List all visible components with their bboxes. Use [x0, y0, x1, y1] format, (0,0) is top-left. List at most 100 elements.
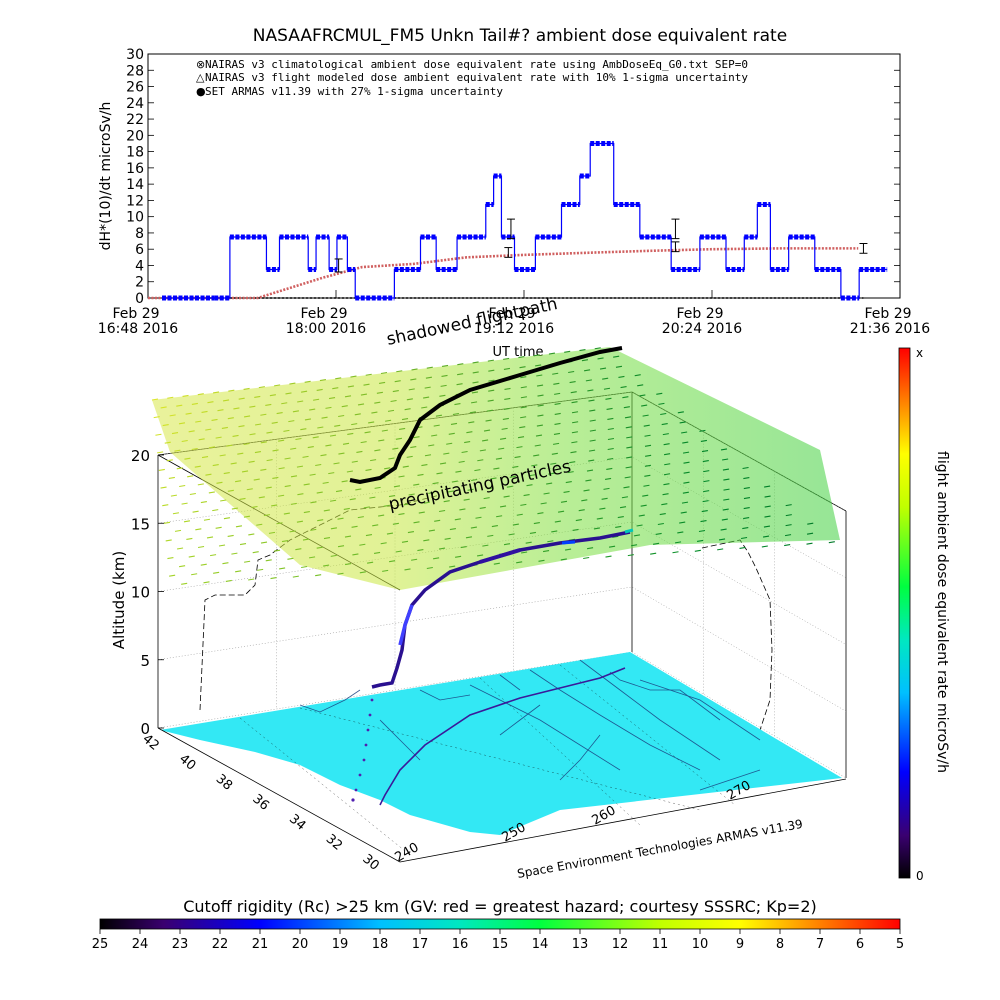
particle-dash [233, 407, 240, 410]
particle-dash [517, 436, 525, 439]
particle-dash [428, 444, 435, 447]
particle-dash [295, 437, 302, 441]
particle-dash [660, 412, 667, 416]
particle-dash [589, 429, 596, 432]
particle-dash [663, 453, 671, 456]
particle-dash [633, 534, 641, 537]
particle-dash [700, 439, 707, 443]
particle-dash [642, 414, 649, 417]
particle-dash [207, 401, 214, 404]
particle-dash [271, 421, 278, 424]
particle-dash [436, 472, 443, 475]
particle-dash [607, 437, 615, 441]
particle-dash [389, 560, 396, 563]
legend-label-modeled: NAIRAS v3 flight modeled dose ambient eq… [205, 71, 748, 84]
particle-dash [516, 561, 523, 564]
particle-dash [569, 381, 576, 384]
particle-dash [249, 433, 256, 436]
cb-tick-label: 23 [172, 937, 189, 952]
particle-dash [683, 471, 690, 474]
particle-dash [493, 467, 500, 470]
particle-dash [256, 523, 263, 526]
particle-dash [482, 544, 489, 547]
particle-dash [520, 406, 527, 409]
particle-dash [290, 475, 298, 478]
top-chart: NASAAFRCMUL_FM5 Unkn Tail#? ambient dose… [98, 26, 931, 360]
particle-dash [662, 433, 669, 436]
particle-dash [396, 370, 403, 373]
particle-dash [380, 542, 387, 545]
particle-dash [211, 418, 218, 421]
particle-dash [583, 489, 590, 492]
particle-dash [212, 464, 219, 467]
particle-dash [426, 566, 433, 570]
particle-dash [181, 502, 188, 505]
particle-dash [638, 514, 645, 517]
cb-tick-label: 18 [372, 937, 389, 952]
particle-dash [368, 421, 375, 424]
particle-dash [317, 426, 324, 429]
particle-dash [374, 486, 381, 489]
particle-dash [337, 545, 345, 548]
particle-dash [367, 561, 374, 564]
particle-dash [227, 417, 234, 420]
particle-dash [323, 564, 330, 567]
particle-dash [351, 423, 358, 426]
particle-dash [658, 402, 665, 405]
state-borders [299, 659, 761, 791]
particle-dash [378, 439, 385, 442]
particle-dash [722, 458, 729, 461]
particle-dash [265, 403, 272, 407]
particle-dash [330, 499, 337, 502]
particle-dash [516, 513, 523, 516]
particle-dash [266, 431, 273, 434]
particle-dash [249, 405, 256, 408]
particle-dash [205, 428, 212, 431]
particle-dash [379, 381, 386, 384]
particle-dash [278, 467, 285, 470]
particle-dash [520, 416, 527, 419]
x-tick-time: 20:24 2016 [662, 321, 743, 337]
particle-dash [554, 402, 561, 405]
x-tick-date: Feb 29 [864, 306, 911, 322]
particle-dash [764, 505, 771, 508]
particle-dash [514, 456, 521, 459]
particle-dash [179, 565, 186, 568]
particle-dash [413, 483, 420, 486]
particle-dash [479, 449, 486, 452]
particle-dash [568, 370, 575, 374]
particle-dash [169, 414, 176, 417]
particle-dash [357, 516, 364, 519]
particle-dash [380, 371, 388, 375]
particle-dash [663, 443, 670, 446]
particle-dash [279, 567, 286, 570]
y-tick-label: 26 [126, 80, 144, 96]
cb-tick-label: 21 [252, 937, 269, 952]
particle-dash [440, 384, 447, 387]
particle-dash [365, 468, 372, 471]
particle-dash [583, 556, 590, 560]
particle-dash [604, 477, 612, 480]
particle-dash [593, 527, 600, 530]
particle-dash [301, 565, 308, 569]
cb-tick-label: 13 [572, 937, 589, 952]
particle-dash [470, 526, 477, 529]
particle-dash [516, 446, 523, 449]
particle-dash [569, 461, 576, 464]
particle-dash [265, 486, 272, 489]
y-axis-label: dH*(10)/dt microSv/h [98, 102, 114, 251]
particle-dash [557, 510, 565, 513]
particle-dash [283, 512, 290, 515]
particle-dash [421, 406, 428, 409]
particle-dash [376, 391, 383, 394]
particle-dash [371, 411, 378, 414]
particle-dash [743, 477, 750, 480]
particle-dash [364, 431, 371, 434]
particle-dash [266, 459, 273, 462]
particle-dash [553, 382, 560, 385]
particle-dash [260, 441, 267, 444]
particle-dash [519, 426, 526, 429]
y-tick-label: 20 [126, 128, 144, 144]
particle-dash [351, 460, 358, 463]
